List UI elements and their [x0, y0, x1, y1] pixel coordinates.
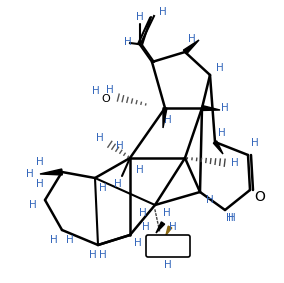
Text: H: H — [188, 34, 196, 44]
Text: H: H — [29, 200, 37, 210]
Text: H: H — [228, 213, 236, 223]
Text: H: H — [50, 235, 58, 245]
Text: H: H — [164, 260, 172, 270]
Text: H: H — [36, 179, 44, 189]
Text: H: H — [139, 208, 147, 218]
Text: H: H — [136, 165, 144, 175]
Polygon shape — [40, 169, 62, 175]
Text: O: O — [254, 190, 266, 204]
Text: H: H — [206, 195, 214, 205]
Text: H: H — [92, 86, 100, 96]
Text: H: H — [66, 235, 74, 245]
Text: H: H — [124, 37, 132, 47]
Polygon shape — [156, 222, 165, 233]
FancyBboxPatch shape — [146, 235, 190, 257]
Text: H: H — [134, 238, 142, 248]
Text: O: O — [102, 94, 110, 104]
Text: H: H — [36, 157, 44, 167]
Text: H: H — [99, 250, 107, 260]
Polygon shape — [213, 141, 223, 154]
Text: H: H — [226, 213, 234, 223]
Text: H: H — [142, 222, 150, 232]
Text: H: H — [159, 7, 167, 17]
Text: H: H — [26, 169, 34, 179]
Polygon shape — [166, 226, 172, 235]
Text: H: H — [96, 133, 104, 143]
Text: Obs: Obs — [157, 241, 179, 251]
Text: H: H — [89, 250, 97, 260]
Text: H: H — [169, 222, 177, 232]
Text: H: H — [164, 115, 172, 125]
Text: H: H — [116, 141, 124, 151]
Text: H: H — [231, 158, 239, 168]
Text: H: H — [114, 179, 122, 189]
Text: H: H — [221, 103, 229, 113]
Text: H: H — [251, 138, 259, 148]
Text: H: H — [106, 85, 114, 95]
Text: H: H — [136, 12, 144, 22]
Text: H: H — [218, 128, 226, 138]
Polygon shape — [163, 108, 167, 128]
Text: H: H — [163, 208, 171, 218]
Text: H: H — [216, 63, 224, 73]
Polygon shape — [183, 40, 199, 54]
Text: H: H — [99, 183, 107, 193]
Polygon shape — [202, 106, 220, 110]
